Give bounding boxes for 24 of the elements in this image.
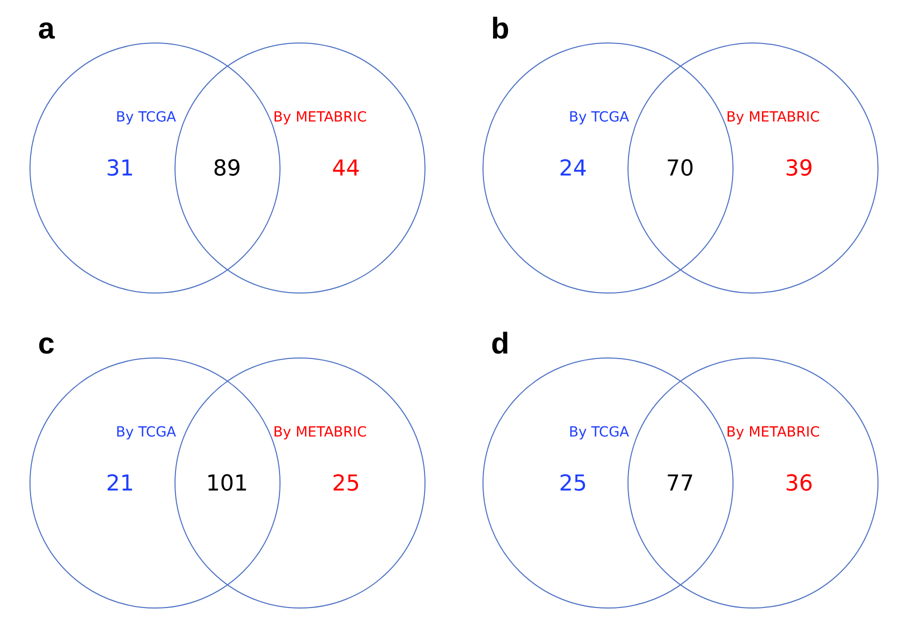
data-label: 31	[106, 156, 134, 182]
data-label: 77	[666, 472, 694, 497]
data-label: 25	[332, 472, 360, 497]
data-label: 21	[106, 472, 134, 497]
category-label: By TCGA	[116, 424, 177, 441]
category-label: By METABRIC	[273, 424, 367, 441]
data-label: 25	[559, 472, 587, 497]
data-label: 89	[213, 156, 241, 182]
category-label: By TCGA	[568, 424, 630, 441]
category-label: By METABRIC	[273, 110, 367, 126]
text: d	[491, 327, 510, 360]
text: b	[491, 12, 510, 46]
data-label: 36	[785, 472, 813, 497]
category-label: By METABRIC	[726, 424, 820, 441]
data-label: 101	[206, 472, 248, 497]
text: a	[38, 12, 55, 46]
data-label: 39	[785, 156, 813, 182]
text: c	[38, 327, 55, 360]
category-label: By TCGA	[116, 110, 177, 126]
data-label: 44	[332, 156, 360, 182]
category-label: By METABRIC	[726, 110, 820, 126]
data-label: 24	[559, 156, 587, 182]
category-label: By TCGA	[568, 110, 630, 126]
data-label: 70	[666, 156, 694, 182]
